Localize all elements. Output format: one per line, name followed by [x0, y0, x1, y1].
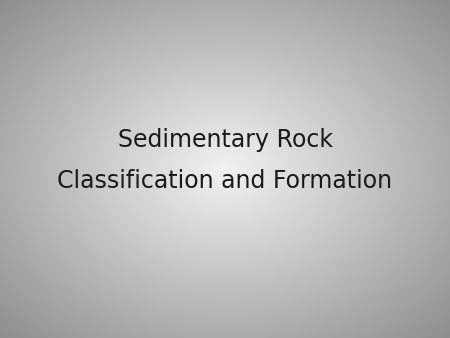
Text: Classification and Formation: Classification and Formation [58, 169, 392, 193]
Text: Sedimentary Rock: Sedimentary Rock [117, 128, 333, 152]
